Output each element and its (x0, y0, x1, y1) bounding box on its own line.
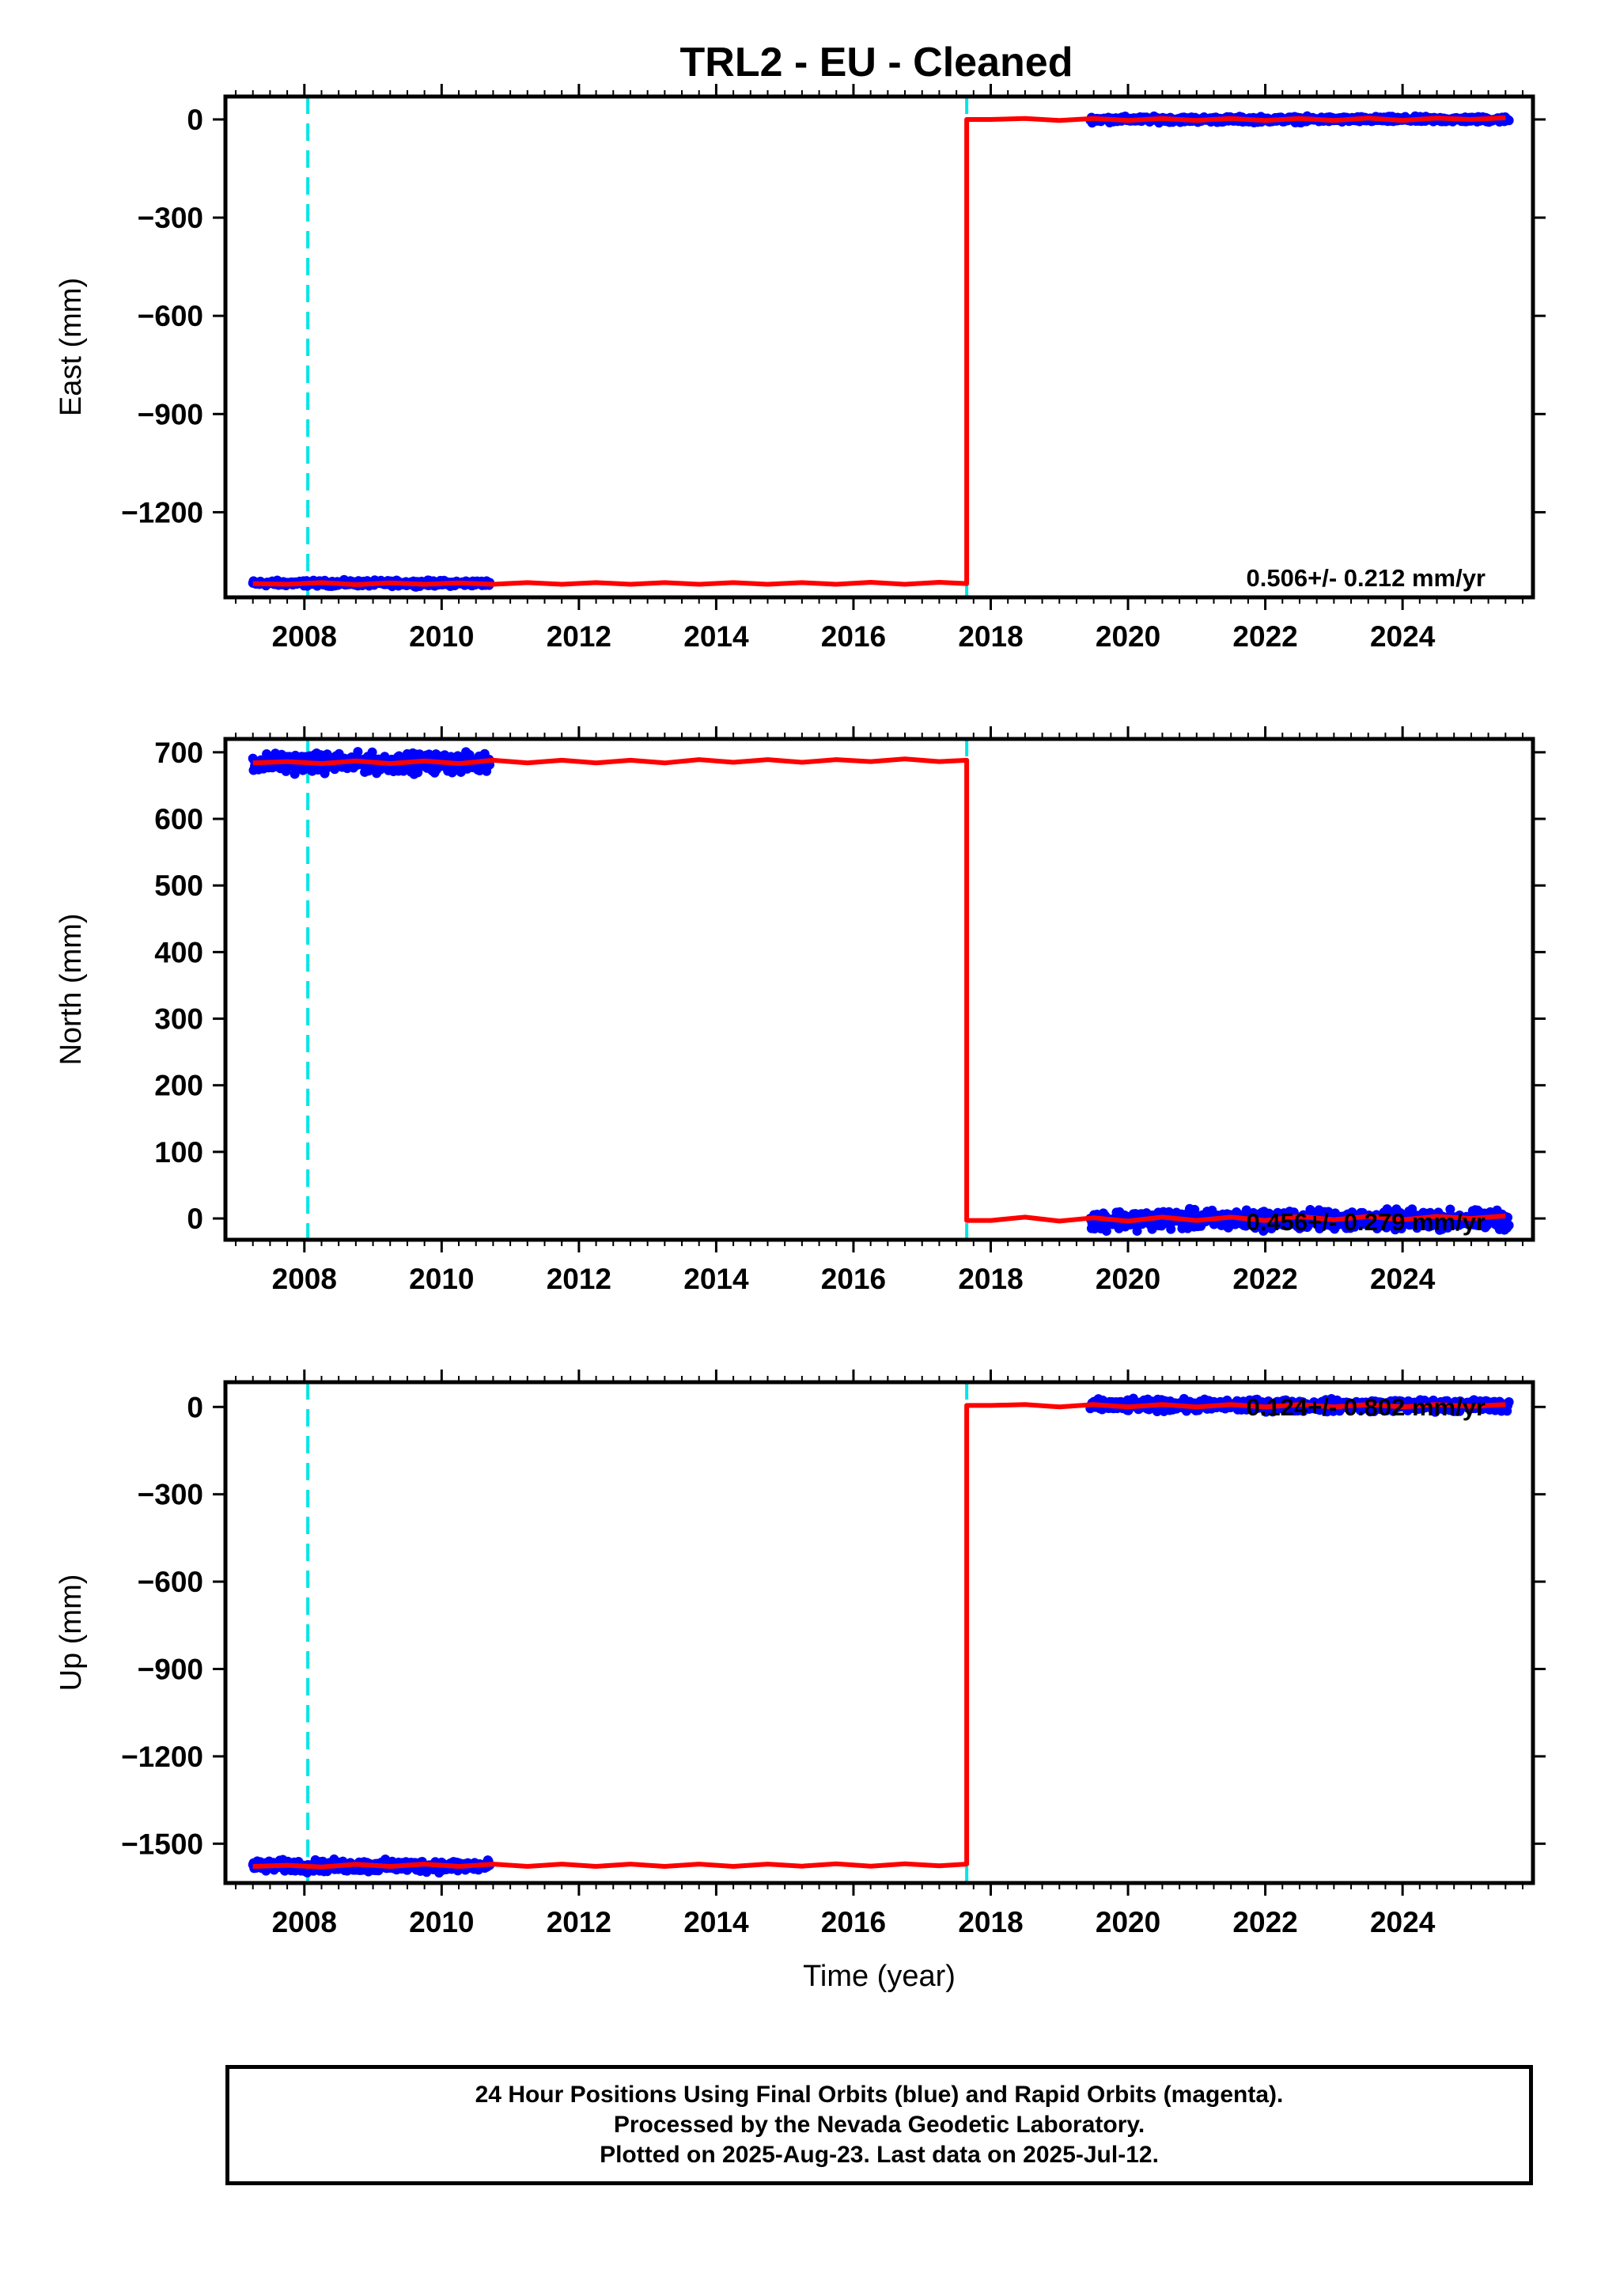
north-xtick-label-8: 2024 (1370, 1263, 1436, 1295)
up-ytick-label-0: 0 (187, 1391, 203, 1423)
north-ytick-label-2: 500 (154, 870, 203, 902)
up-rate-annotation: 0.124+/- 0.802 mm/yr (1247, 1393, 1486, 1421)
east-xtick-label-6: 2020 (1096, 620, 1160, 653)
east-ytick-label-0: 0 (187, 104, 203, 136)
east-panel: 2008 2010 2012 2014 2016 2018 2020 2022 2024 0 −30… (55, 84, 1546, 653)
east-xtick-label-5: 2018 (958, 620, 1023, 653)
caption-line-3: Plotted on 2025-Aug-23. Last data on 202… (600, 2142, 1159, 2168)
north-panel: 2008 2010 2012 2014 2016 2018 2020 2022 2024 700 6… (55, 726, 1546, 1295)
up-xtick-label-1: 2010 (409, 1906, 474, 1938)
east-ytick-label-3: −900 (138, 398, 203, 430)
north-xtick-label-7: 2022 (1232, 1263, 1297, 1295)
north-frame (223, 737, 1535, 1242)
east-ytick-label-4: −1200 (121, 496, 203, 529)
north-model-line (252, 756, 1506, 1224)
east-xtick-label-7: 2022 (1232, 620, 1297, 653)
north-ytick-label-3: 400 (154, 936, 203, 968)
north-data-point-0-168 (353, 747, 363, 757)
figure-title: TRL2 - EU - Cleaned (680, 40, 1073, 85)
up-xtick-label-2: 2012 (547, 1906, 611, 1938)
east-model-line (252, 115, 1506, 587)
up-xtick-label-7: 2022 (1232, 1906, 1297, 1938)
north-xtick-label-3: 2014 (683, 1263, 749, 1295)
north-plot-area (248, 739, 1514, 1240)
east-ytick-label-2: −600 (138, 300, 203, 332)
up-xtick-label-4: 2016 (821, 1906, 886, 1938)
east-plot-area (248, 97, 1514, 597)
north-data-point-1-167 (1190, 1204, 1200, 1214)
up-ytick-label-2: −600 (138, 1566, 203, 1598)
east-xtick-label-8: 2024 (1370, 620, 1436, 653)
caption-line-1: 24 Hour Positions Using Final Orbits (bl… (475, 2082, 1284, 2108)
east-xtick-label-4: 2016 (821, 620, 886, 653)
north-data-point-1-75 (1132, 1226, 1142, 1236)
north-ytick-label-4: 300 (154, 1003, 203, 1036)
east-rate-annotation: 0.506+/- 0.212 mm/yr (1247, 564, 1486, 592)
up-ytick-label-5: −1500 (121, 1828, 203, 1860)
north-data-point-1-129 (1166, 1224, 1176, 1234)
up-xtick-label-6: 2020 (1096, 1906, 1160, 1938)
north-data-point-1-26 (1101, 1226, 1111, 1236)
north-xtick-label-1: 2010 (409, 1263, 474, 1295)
north-xtick-label-6: 2020 (1096, 1263, 1160, 1295)
up-x-axis-label: Time (year) (803, 1960, 956, 1993)
east-y-axis-label: East (mm) (55, 278, 88, 416)
north-y-axis-label: North (mm) (55, 913, 88, 1065)
north-ytick-label-7: 0 (187, 1203, 203, 1235)
north-xtick-label-4: 2016 (821, 1263, 886, 1295)
up-panel: 2008 2010 2012 2014 2016 2018 2020 2022 2024 0 −30… (55, 1370, 1546, 1993)
up-ytick-label-3: −900 (138, 1654, 203, 1686)
up-xtick-label-0: 2008 (272, 1906, 337, 1938)
up-ytick-label-4: −1200 (121, 1741, 203, 1773)
north-ytick-label-1: 600 (154, 803, 203, 835)
east-frame (223, 94, 1535, 600)
east-xtick-label-2: 2012 (547, 620, 611, 653)
north-ytick-label-0: 700 (154, 737, 203, 769)
north-ytick-label-5: 200 (154, 1070, 203, 1102)
north-ytick-label-6: 100 (154, 1136, 203, 1169)
north-rate-annotation: 0.456+/- 0.279 mm/yr (1247, 1208, 1486, 1236)
up-y-axis-label: Up (mm) (55, 1574, 88, 1692)
up-xtick-label-5: 2018 (958, 1906, 1023, 1938)
up-plot-area (248, 1382, 1514, 1883)
east-xtick-label-3: 2014 (683, 620, 749, 653)
up-frame (223, 1380, 1535, 1885)
east-xtick-label-1: 2010 (409, 620, 474, 653)
east-ytick-label-1: −300 (138, 202, 203, 234)
up-ytick-label-1: −300 (138, 1479, 203, 1511)
up-model-line (252, 1402, 1506, 1870)
north-xtick-label-5: 2018 (958, 1263, 1023, 1295)
north-data-point-1-670 (1504, 1220, 1514, 1230)
up-xtick-label-3: 2014 (683, 1906, 749, 1938)
up-data-point-1-670 (1504, 1396, 1514, 1407)
north-xtick-label-0: 2008 (272, 1263, 337, 1295)
east-xtick-label-0: 2008 (272, 620, 337, 653)
up-xtick-label-8: 2024 (1370, 1906, 1436, 1938)
east-data-point-1-670 (1504, 116, 1514, 126)
caption-line-2: Processed by the Nevada Geodetic Laborat… (613, 2112, 1145, 2138)
north-xtick-label-2: 2012 (547, 1263, 611, 1295)
caption-box: 24 Hour Positions Using Final Orbits (bl… (225, 2065, 1533, 2185)
